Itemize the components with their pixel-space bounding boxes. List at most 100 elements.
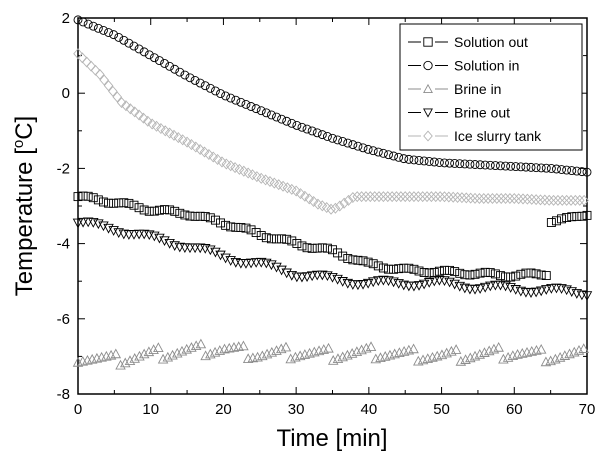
- data-point: [540, 194, 550, 206]
- data-point: [365, 341, 377, 352]
- data-point: [541, 285, 552, 295]
- data-point: [195, 78, 205, 88]
- data-point: [110, 348, 122, 359]
- data-point: [328, 133, 337, 143]
- data-point: [455, 355, 467, 366]
- data-point: [419, 268, 429, 277]
- data-point: [312, 243, 322, 253]
- axis-ticks: 0 10 20 30 40 50 60 70 -8 -6 -4 -2 0 2: [57, 10, 596, 418]
- data-point: [173, 132, 184, 144]
- data-point: [77, 217, 89, 228]
- data-point: [250, 258, 262, 268]
- data-point: [339, 197, 349, 209]
- data-point: [469, 284, 481, 295]
- data-point: [266, 346, 278, 357]
- data-point: [185, 73, 195, 83]
- data-point: [125, 103, 136, 115]
- data-point: [88, 21, 98, 31]
- data-point: [175, 208, 185, 218]
- data-point: [478, 192, 489, 204]
- data-point: [485, 160, 495, 170]
- data-point: [356, 191, 367, 203]
- data-point: [138, 112, 149, 124]
- data-point: [369, 191, 380, 203]
- data-point: [98, 25, 108, 35]
- data-point: [465, 192, 476, 204]
- data-point: [521, 162, 531, 172]
- data-point: [546, 284, 557, 294]
- data-point: [186, 139, 197, 151]
- data-point: [581, 291, 593, 301]
- data-point: [98, 197, 108, 207]
- data-point: [220, 253, 231, 264]
- legend-item: Solution out: [408, 34, 528, 50]
- data-point: [333, 135, 343, 145]
- data-point: [373, 276, 384, 286]
- data-point: [272, 234, 281, 244]
- data-point: [114, 32, 124, 42]
- data-point: [128, 230, 140, 240]
- data-point: [147, 118, 157, 130]
- data-point: [306, 271, 318, 282]
- data-point: [103, 223, 114, 234]
- data-point: [374, 191, 384, 203]
- data-point: [307, 243, 317, 253]
- x-axis-title: Time [min]: [276, 425, 387, 452]
- data-point: [297, 241, 307, 251]
- data-point: [170, 206, 180, 216]
- data-point: [348, 140, 358, 150]
- data-point: [536, 270, 546, 280]
- data-point: [148, 344, 159, 354]
- y-tick-label: -4: [57, 236, 70, 253]
- data-point: [280, 341, 292, 352]
- data-point: [165, 205, 175, 215]
- data-point: [332, 274, 343, 285]
- series-ice-slurry-tank: [73, 48, 589, 215]
- data-point: [172, 347, 183, 358]
- data-point: [353, 141, 363, 151]
- data-point: [356, 344, 367, 355]
- data-point: [577, 211, 587, 221]
- data-point: [516, 162, 526, 172]
- legend-label: Solution out: [454, 34, 528, 50]
- data-point: [175, 67, 185, 77]
- data-point: [338, 251, 348, 261]
- data-point: [215, 250, 226, 261]
- data-point: [180, 210, 190, 220]
- data-point: [348, 192, 358, 204]
- data-point: [367, 277, 379, 288]
- data-point: [238, 340, 249, 351]
- data-point: [200, 212, 210, 221]
- data-point: [86, 60, 96, 72]
- data-point: [342, 349, 353, 360]
- x-tick-label: 20: [215, 401, 232, 418]
- data-point: [526, 268, 536, 278]
- data-point: [358, 143, 368, 153]
- data-point: [266, 110, 276, 120]
- data-point: [485, 281, 496, 292]
- data-point: [535, 194, 546, 206]
- data-point: [189, 243, 201, 254]
- data-point: [81, 56, 92, 68]
- data-point: [195, 211, 205, 221]
- data-point: [545, 355, 556, 366]
- data-point: [261, 348, 273, 359]
- data-point: [272, 112, 281, 122]
- data-point: [205, 348, 216, 359]
- data-point: [361, 191, 371, 203]
- data-point: [210, 247, 221, 258]
- series-brine-in: [72, 338, 589, 370]
- data-point: [550, 353, 561, 364]
- data-point: [439, 191, 450, 203]
- legend-marker-bg: [421, 129, 435, 143]
- data-point: [541, 271, 551, 281]
- data-point: [170, 64, 180, 74]
- data-point: [362, 278, 374, 289]
- data-point: [569, 346, 580, 357]
- data-point: [154, 205, 164, 215]
- data-point: [261, 108, 271, 118]
- data-point: [119, 198, 129, 208]
- data-point: [226, 222, 236, 232]
- y-axis-title-main: Temperature [: [11, 148, 38, 296]
- data-point: [444, 191, 454, 203]
